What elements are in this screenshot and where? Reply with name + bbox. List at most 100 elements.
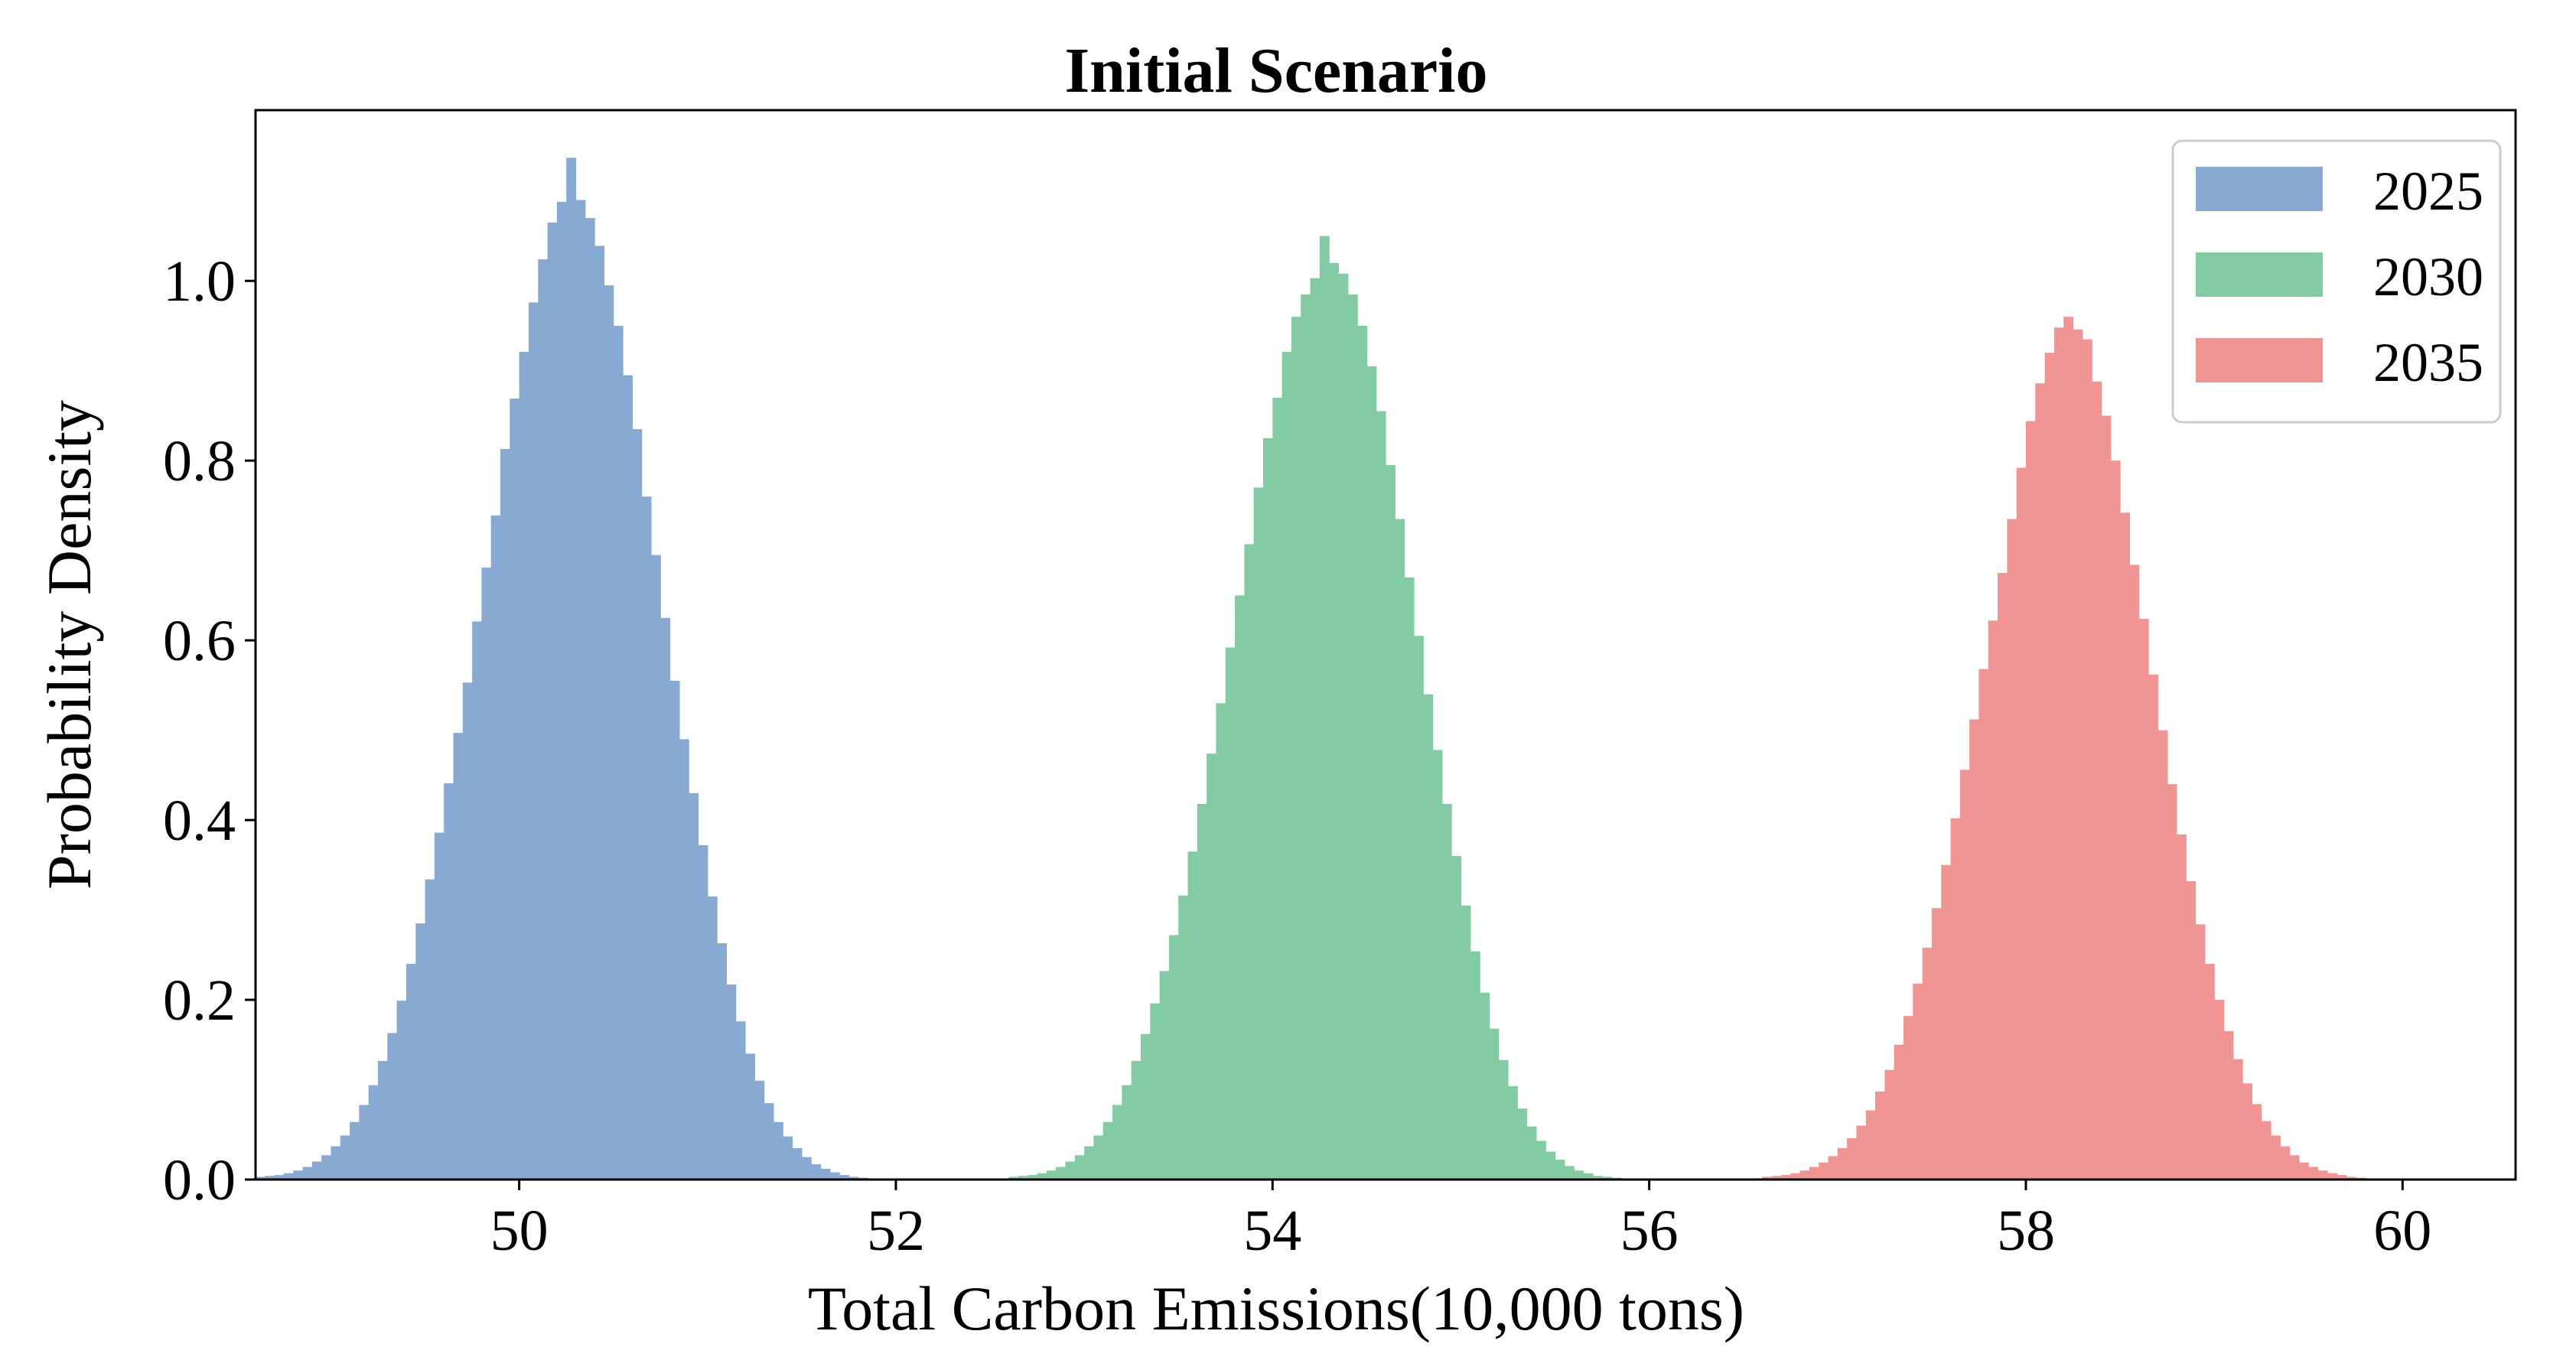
histogram-bar xyxy=(1235,595,1245,1180)
histogram-bar xyxy=(2270,1135,2281,1180)
histogram-bar xyxy=(1207,753,1217,1180)
y-tick-label: 0.8 xyxy=(163,429,236,493)
histogram-bar xyxy=(490,515,501,1180)
histogram-bar xyxy=(265,1176,275,1180)
histogram-bar xyxy=(1799,1170,1810,1180)
histogram-bar xyxy=(1216,703,1226,1180)
histogram-bar xyxy=(1376,411,1386,1180)
histogram-bar xyxy=(2110,460,2121,1180)
histogram-bar xyxy=(669,680,680,1180)
histogram-bar xyxy=(1131,1060,1141,1180)
histogram-bar xyxy=(396,1001,407,1180)
histogram-bar xyxy=(2120,513,2130,1180)
histogram-bar xyxy=(2016,467,2027,1180)
histogram-bar xyxy=(434,832,445,1180)
histogram-bar xyxy=(745,1053,755,1180)
histogram-bar xyxy=(2073,329,2083,1180)
legend-swatch-2030 xyxy=(2196,252,2323,297)
x-tick-label: 54 xyxy=(1243,1199,1301,1263)
histogram-bar xyxy=(2053,327,2064,1180)
histogram-bar xyxy=(1498,1059,1509,1180)
histogram-bar xyxy=(1187,851,1198,1180)
legend: 2025 2030 2035 xyxy=(2171,139,2502,424)
bars-layer xyxy=(256,158,2385,1180)
histogram-bar xyxy=(1319,236,1330,1180)
histogram-bar xyxy=(1037,1173,1047,1180)
histogram-bar xyxy=(1432,750,1443,1180)
histogram-bar xyxy=(1386,465,1395,1180)
histogram-bar xyxy=(2082,339,2092,1180)
histogram-bar xyxy=(2063,317,2074,1180)
histogram-bar xyxy=(2007,519,2017,1180)
histogram-bar xyxy=(1564,1166,1575,1180)
histogram-bar xyxy=(378,1060,388,1180)
histogram-bar xyxy=(575,200,586,1180)
histogram-bar xyxy=(1865,1110,1876,1180)
histogram-bar xyxy=(359,1105,370,1180)
histogram-bar xyxy=(1150,1003,1161,1180)
histogram-bar xyxy=(387,1033,398,1180)
histogram-bar xyxy=(1508,1085,1518,1180)
histogram-bar xyxy=(1074,1155,1085,1180)
histogram-bar xyxy=(698,844,708,1180)
histogram-bar xyxy=(1197,803,1207,1180)
histogram-bar xyxy=(1056,1167,1067,1180)
histogram-bar xyxy=(1555,1160,1565,1180)
histogram-bar xyxy=(1959,770,1970,1180)
histogram-bar xyxy=(792,1147,803,1180)
histogram-bar xyxy=(839,1175,850,1180)
histogram-bar xyxy=(726,984,737,1180)
histogram-bar xyxy=(613,325,624,1180)
legend-swatch-2025 xyxy=(2196,167,2323,211)
histogram-bar xyxy=(707,896,718,1180)
histogram-bar xyxy=(283,1173,294,1180)
histogram-bar xyxy=(1762,1176,1773,1180)
histogram-bar xyxy=(1225,647,1236,1180)
histogram-bar xyxy=(1790,1173,1801,1180)
histogram-bar xyxy=(566,158,577,1180)
histogram-bar xyxy=(811,1164,822,1180)
histogram-bar xyxy=(2158,730,2168,1180)
histogram-bar xyxy=(679,739,689,1180)
histogram-bar xyxy=(302,1167,313,1180)
histogram-bar xyxy=(1894,1044,1904,1180)
histogram-bar xyxy=(1913,983,1923,1180)
histogram-bar xyxy=(2308,1167,2319,1180)
histogram-bar xyxy=(1404,577,1415,1180)
histogram-bar xyxy=(829,1172,840,1180)
histogram-bar xyxy=(1423,694,1434,1180)
histogram-bar xyxy=(1517,1108,1528,1180)
histogram-bar xyxy=(2167,784,2177,1180)
histogram-bar xyxy=(1178,895,1189,1180)
histogram-bar xyxy=(2035,383,2046,1180)
histogram-bar xyxy=(594,246,605,1180)
histogram-bar xyxy=(1451,856,1462,1180)
histogram-bar xyxy=(1084,1146,1095,1180)
y-tick-label: 0.0 xyxy=(163,1148,236,1212)
legend-label-2035: 2035 xyxy=(2373,332,2483,393)
x-tick-label: 58 xyxy=(1997,1199,2055,1263)
histogram-bar xyxy=(632,429,643,1180)
histogram-bar xyxy=(1526,1126,1537,1180)
histogram-bar xyxy=(1018,1176,1028,1180)
histogram-bar xyxy=(453,733,464,1180)
histogram-bar xyxy=(1931,908,1942,1180)
series-2035 xyxy=(1762,317,2385,1180)
histogram-bar xyxy=(1395,519,1405,1180)
histogram-bar xyxy=(604,285,614,1180)
histogram-bar xyxy=(2232,1059,2243,1180)
histogram-bar xyxy=(2138,618,2149,1180)
histogram-bar xyxy=(1922,947,1933,1180)
histogram-bar xyxy=(1168,935,1179,1180)
histogram-bar xyxy=(1950,818,1961,1180)
y-tick-label: 0.2 xyxy=(163,968,236,1033)
histogram-bar xyxy=(1978,669,1989,1180)
ticks-layer: 50 52 54 56 58 60 0.0 0.2 0.4 0.6 0.8 1.0 xyxy=(163,249,2431,1263)
histogram-bar xyxy=(1461,905,1471,1180)
histogram-bar xyxy=(623,375,633,1180)
histogram-bar xyxy=(472,621,482,1180)
histogram-bar xyxy=(1310,278,1321,1180)
histogram-bar xyxy=(2186,880,2197,1180)
plot-frame xyxy=(254,109,2517,1181)
